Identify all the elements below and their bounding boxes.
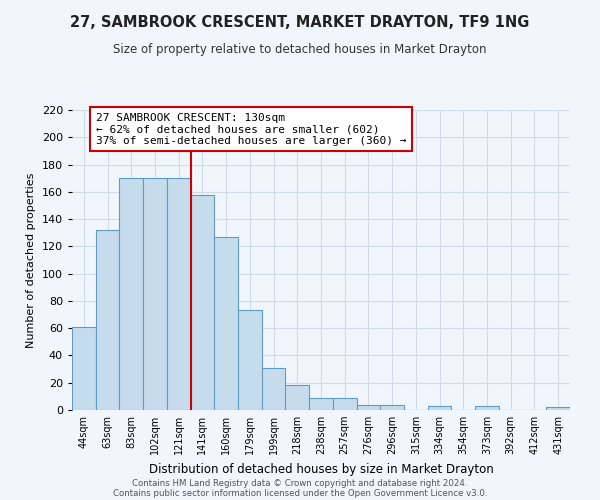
Bar	[380, 404, 404, 410]
Y-axis label: Number of detached properties: Number of detached properties	[26, 172, 36, 348]
Text: 27 SAMBROOK CRESCENT: 130sqm
← 62% of detached houses are smaller (602)
37% of s: 27 SAMBROOK CRESCENT: 130sqm ← 62% of de…	[96, 112, 406, 146]
Text: Contains HM Land Registry data © Crown copyright and database right 2024.: Contains HM Land Registry data © Crown c…	[132, 478, 468, 488]
Bar	[546, 408, 570, 410]
Bar	[96, 230, 119, 410]
Bar	[262, 368, 286, 410]
Bar	[475, 406, 499, 410]
Bar	[356, 404, 380, 410]
Text: 27, SAMBROOK CRESCENT, MARKET DRAYTON, TF9 1NG: 27, SAMBROOK CRESCENT, MARKET DRAYTON, T…	[70, 15, 530, 30]
Bar	[191, 194, 214, 410]
X-axis label: Distribution of detached houses by size in Market Drayton: Distribution of detached houses by size …	[149, 462, 493, 475]
Text: Size of property relative to detached houses in Market Drayton: Size of property relative to detached ho…	[113, 42, 487, 56]
Bar	[119, 178, 143, 410]
Bar	[214, 237, 238, 410]
Bar	[72, 327, 96, 410]
Bar	[428, 406, 451, 410]
Text: Contains public sector information licensed under the Open Government Licence v3: Contains public sector information licen…	[113, 488, 487, 498]
Bar	[309, 398, 333, 410]
Bar	[143, 178, 167, 410]
Bar	[167, 178, 191, 410]
Bar	[286, 386, 309, 410]
Bar	[333, 398, 356, 410]
Bar	[238, 310, 262, 410]
